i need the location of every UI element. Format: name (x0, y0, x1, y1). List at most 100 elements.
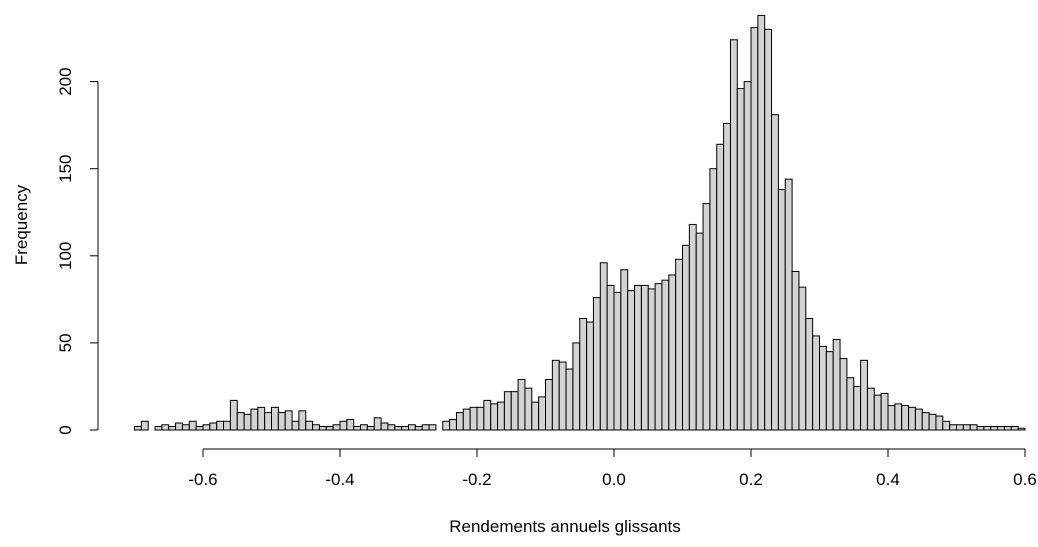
histogram-bar (558, 361, 567, 431)
histogram-bar (1017, 427, 1026, 431)
histogram-bar (846, 377, 855, 431)
histogram-bar (976, 426, 985, 431)
histogram-bar (264, 412, 272, 431)
histogram-bar (894, 403, 903, 431)
histogram-bar (312, 424, 320, 431)
histogram-bar (757, 14, 766, 431)
histogram-bar (860, 359, 868, 431)
histogram-bar (914, 408, 923, 431)
x-tick-label: 0.6 (1013, 470, 1037, 489)
x-tick-label: -0.2 (462, 470, 491, 489)
histogram-bar (325, 426, 334, 431)
histogram-bar (298, 410, 307, 431)
histogram-bar (908, 406, 916, 431)
histogram-bar (531, 401, 540, 431)
histogram-bar (997, 426, 1005, 431)
histogram-bar (592, 297, 601, 431)
histogram-bar (839, 358, 848, 431)
histogram-bar (983, 426, 992, 431)
histogram-bar (243, 413, 252, 431)
x-tick-label: -0.6 (188, 470, 217, 489)
histogram-bar (832, 338, 841, 431)
histogram-bar (962, 424, 971, 431)
histogram-bar (736, 88, 745, 431)
x-tick-label: 0.2 (739, 470, 763, 489)
histogram-bar (873, 394, 882, 431)
histogram-bar (188, 420, 197, 431)
histogram-bar (764, 28, 773, 431)
histogram-bar (229, 399, 238, 431)
histogram-bar (421, 424, 430, 431)
histogram-bar (1003, 426, 1012, 431)
x-axis-label: Rendements annuels glissants (449, 517, 681, 536)
histogram-bar (236, 412, 245, 431)
histogram-bar (928, 413, 937, 431)
histogram-bar (291, 420, 300, 431)
histogram-bar (750, 27, 759, 431)
histogram-bar (935, 415, 944, 431)
histogram-bar (366, 426, 375, 431)
histogram-bar (901, 405, 910, 431)
histogram-bar (332, 424, 341, 431)
histogram-bar (305, 420, 314, 431)
histogram-bar (640, 284, 649, 431)
histogram-bar (373, 417, 382, 431)
histogram-bar (223, 420, 231, 431)
y-axis-label: Frequency (12, 184, 31, 265)
histogram-bar (565, 368, 574, 431)
histogram-bar (702, 203, 711, 431)
histogram-bar (661, 279, 670, 431)
histogram-bar (490, 403, 499, 431)
histogram-bar (469, 406, 478, 431)
x-tick-label: -0.4 (325, 470, 354, 489)
histogram-bar (1010, 426, 1019, 431)
histogram-bar (510, 391, 519, 431)
histogram-bar (866, 387, 875, 431)
histogram-bar (387, 424, 396, 431)
histogram-bar (257, 406, 266, 431)
x-tick-label: 0.4 (876, 470, 900, 489)
histogram-bar (545, 378, 553, 431)
histogram-bar (771, 114, 779, 431)
histogram-bar (318, 426, 327, 431)
y-tick-label: 200 (56, 67, 75, 95)
histogram-bar (599, 262, 608, 431)
histogram-bar (572, 342, 581, 431)
histogram-bar (284, 410, 293, 431)
histogram-bar (682, 244, 690, 431)
histogram-bar (942, 420, 951, 431)
histogram-bar (414, 426, 423, 431)
histogram-bar (428, 424, 437, 431)
histogram-bar (134, 426, 142, 431)
histogram-bar (620, 269, 629, 431)
histogram-bar (579, 318, 588, 431)
histogram-bar (606, 284, 615, 431)
histogram-bar (360, 424, 368, 431)
histogram-bar (812, 335, 821, 431)
histogram-bar (216, 420, 225, 431)
histogram-bar (394, 426, 403, 431)
histogram-bar (538, 396, 547, 431)
x-axis: -0.6 -0.4 -0.2 0.0 0.2 0.4 0.6 (188, 448, 1037, 489)
histogram-bar (277, 412, 286, 431)
x-tick-label: 0.0 (602, 470, 626, 489)
histogram-bar (825, 351, 834, 431)
y-tick-label: 100 (56, 242, 75, 270)
histogram-bar (949, 424, 958, 431)
histogram-bar (455, 412, 464, 431)
histogram-bar (921, 412, 930, 431)
histogram-bar (675, 258, 684, 431)
histogram-bar (250, 408, 259, 431)
histogram-bar (503, 391, 512, 431)
y-tick-label: 0 (56, 425, 75, 434)
histogram-bar (140, 420, 149, 431)
histogram-bar (181, 424, 190, 431)
histogram-bar (723, 122, 731, 431)
histogram-bar (627, 290, 636, 431)
bars-layer (134, 14, 1026, 431)
histogram-bar (271, 406, 279, 431)
histogram-bar (634, 284, 642, 431)
histogram-bar (654, 283, 663, 431)
y-tick-label: 150 (56, 155, 75, 183)
